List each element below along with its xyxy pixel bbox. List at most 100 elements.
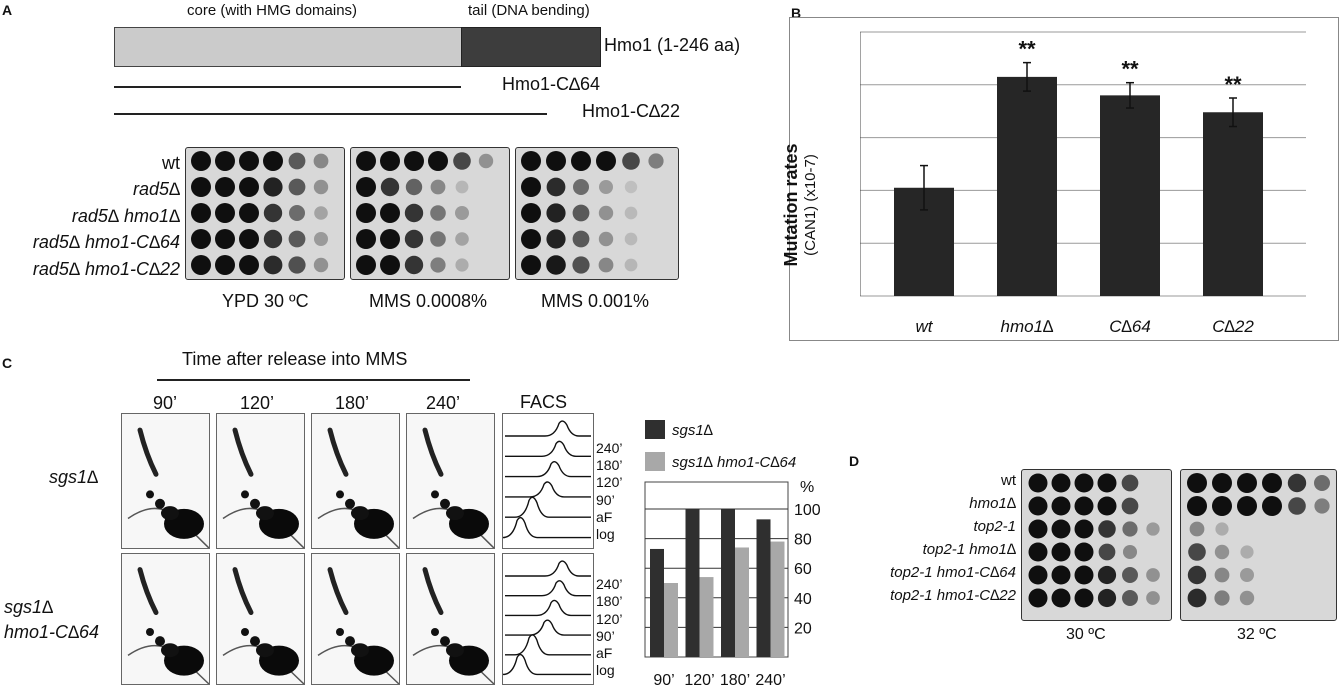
mutation-rate-chart: 012345wt**hmo1∆**C∆64**C∆22 [860, 31, 1306, 336]
2d-gel-image [127, 427, 209, 548]
2d-gel-image [222, 427, 304, 548]
facs-profile [502, 553, 594, 685]
2d-gel-image [127, 567, 209, 684]
condition-label: MMS 0.001% [541, 291, 650, 311]
legend-swatch [645, 420, 665, 439]
panel-a-letter: A [2, 2, 13, 18]
construct2-label: Hmo1-C∆22 [582, 101, 681, 121]
strain-label: rad5∆ hmo1-C∆22 [32, 258, 180, 279]
construct1-line [114, 86, 461, 88]
condition-label: MMS 0.0008% [369, 291, 488, 311]
facs-title: FACS [520, 392, 568, 412]
y-tick-label: 80 [794, 532, 812, 549]
construct1-label: Hmo1-C∆64 [502, 74, 601, 94]
facs-label: 180’ [596, 457, 623, 474]
panel-d-letter: D [849, 453, 860, 469]
2d-gel-image [412, 567, 494, 684]
plot-frame [644, 481, 789, 658]
spot-dilution-image [521, 151, 664, 275]
spot-dilution-image [191, 151, 329, 275]
panelC-title-rule [157, 379, 470, 381]
panel-c-letter: C [2, 355, 13, 371]
strain-label: rad5∆ [132, 179, 180, 200]
strain-label: top2-1 hmo1∆ [922, 540, 1016, 558]
facs-histograms [502, 560, 591, 676]
tail-domain-box [461, 27, 601, 67]
y-tick-label: 100 [794, 502, 821, 519]
strain-label: top2-1 [973, 517, 1016, 535]
bar [756, 519, 771, 657]
bar [664, 583, 678, 657]
facs-label: 180’ [596, 593, 623, 610]
spot-dilution-image [356, 151, 494, 275]
domain-tail-label: tail (DNA bending) [468, 2, 590, 19]
panelB-ylabel: Mutation rates (CAN1) (x10-7) [781, 100, 820, 310]
x-tick-label: 240’ [755, 672, 785, 689]
facs-label: log [596, 662, 615, 679]
significance-mark: ** [1018, 37, 1036, 62]
strain-label: hmo1∆ [969, 494, 1016, 512]
2d-gel-blot [311, 553, 400, 685]
x-tick-label: 120’ [684, 672, 714, 689]
bar [721, 509, 735, 657]
facs-label: aF [596, 508, 613, 525]
temp-label: 30 ºC [1066, 626, 1106, 643]
panelC-title: Time after release into MMS [182, 349, 408, 369]
row2-label-line1: sgs1∆ [4, 597, 54, 617]
significance-mark: ** [1121, 57, 1139, 82]
facs-label: 120’ [596, 474, 623, 491]
legend-label: sgs1∆ hmo1-C∆64 [672, 454, 796, 471]
strain-label: rad5∆ hmo1∆ [71, 205, 180, 226]
bar [699, 577, 714, 657]
bar [1100, 95, 1160, 296]
temp-label: 32 ºC [1237, 626, 1277, 643]
facs-label: 240’ [596, 576, 623, 592]
bar [735, 547, 749, 657]
facs-label: 90’ [596, 627, 615, 644]
x-tick-label: C∆22 [1212, 317, 1254, 336]
facs-label: 90’ [596, 491, 615, 508]
facs-label: 240’ [596, 440, 623, 456]
percent-bar-chart: 20 40 60 80 100% 90’ 120’ 180’ 240’ sgs1∆ sgs1∆ hm… [644, 420, 821, 689]
timepoint-label: 90’ [153, 393, 178, 413]
construct2-line [114, 113, 547, 115]
bar [1203, 112, 1263, 296]
strain-label: wt [162, 153, 180, 173]
plate-30c [1021, 469, 1172, 621]
x-tick-label: 90’ [653, 672, 674, 689]
facs-profile [502, 413, 594, 549]
facs-label: aF [596, 645, 613, 662]
core-domain-box [114, 27, 462, 67]
significance-mark: ** [1224, 72, 1242, 97]
timepoint-label: 120’ [240, 393, 275, 413]
panelD-strain-list: wt hmo1∆ top2-1 top2-1 hmo1∆ top2-1 hmo1… [820, 470, 1016, 607]
x-tick-label: C∆64 [1109, 317, 1151, 336]
2d-gel-image [317, 567, 399, 684]
2d-gel-blot [216, 553, 305, 685]
2d-gel-image [412, 427, 494, 548]
plate-ypd [185, 147, 345, 280]
row2-label-line2: hmo1-C∆64 [4, 622, 100, 642]
y-tick-label: 60 [794, 561, 812, 578]
facs-labels-top: 240’ 180’ 120’ 90’ aF log [596, 440, 622, 543]
2d-gel-blot [406, 413, 495, 549]
2d-gel-image [222, 567, 304, 684]
x-tick-label: wt [916, 317, 934, 336]
2d-gel-blot [121, 413, 210, 549]
facs-histograms [502, 420, 591, 539]
bar [650, 548, 664, 657]
timepoint-label: 180’ [335, 393, 370, 413]
legend-label: sgs1∆ [672, 422, 713, 439]
facs-label: 120’ [596, 610, 623, 627]
ylabel-bold: Mutation rates [781, 143, 801, 267]
panel-b-letter: B [791, 5, 802, 21]
panelA-strain-list: wt rad5∆ rad5∆ hmo1∆ rad5∆ hmo1-C∆64 rad… [0, 150, 180, 282]
2d-gel-image [317, 427, 399, 548]
y-tick-label: 20 [794, 620, 812, 637]
2d-gel-blot [121, 553, 210, 685]
strain-label: top2-1 hmo1-C∆64 [890, 563, 1016, 581]
plate-mms-001 [515, 147, 679, 280]
bar [770, 541, 785, 657]
spot-dilution-image [1187, 473, 1330, 608]
facs-labels-bottom: 240’ 180’ 120’ 90’ aF log [596, 576, 622, 680]
